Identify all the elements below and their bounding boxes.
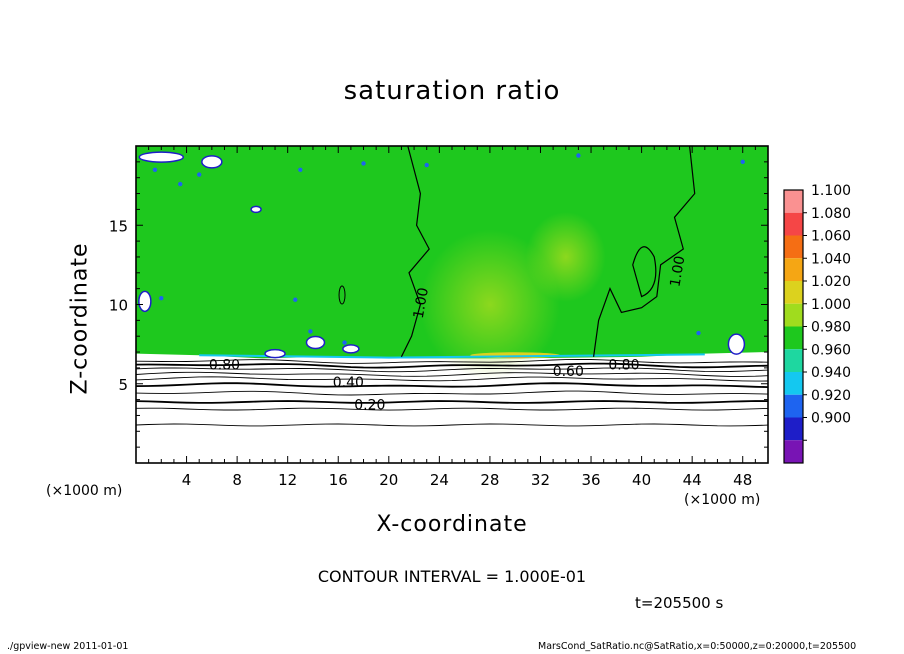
y-tick-label: 10 xyxy=(109,297,128,315)
x-tick-label: 24 xyxy=(430,471,449,489)
dry-pocket xyxy=(342,344,360,354)
colorbar-segment xyxy=(784,235,803,259)
colorbar-segment xyxy=(784,417,803,441)
x-tick-label: 12 xyxy=(278,471,297,489)
speckle xyxy=(293,297,298,302)
speckle xyxy=(159,295,164,301)
speckle xyxy=(740,159,745,165)
x-tick-label: 32 xyxy=(531,471,550,489)
colorbar-label: 0.940 xyxy=(811,365,851,381)
colorbar-label: 1.040 xyxy=(811,251,851,267)
x-tick-label: 8 xyxy=(232,471,242,489)
chart-title: saturation ratio xyxy=(343,76,561,106)
speckle xyxy=(424,162,429,168)
dry-pocket xyxy=(201,155,223,169)
colorbar-label: 0.980 xyxy=(811,320,851,336)
colorbar-label: 1.020 xyxy=(811,274,851,290)
contour-line xyxy=(136,371,768,377)
speckle xyxy=(178,181,183,187)
contour-1-00 xyxy=(338,285,346,305)
contour-line xyxy=(136,400,768,404)
contour-label: 0.60 xyxy=(553,364,584,380)
x-tick-label: 48 xyxy=(733,471,752,489)
colorbar-segment xyxy=(784,349,803,372)
colorbar-segment xyxy=(784,190,803,213)
contour-line xyxy=(136,376,768,382)
speckle xyxy=(576,153,581,158)
dry-pocket xyxy=(138,151,185,163)
colorbar-segment xyxy=(784,394,803,418)
colorbar-label: 1.060 xyxy=(811,229,851,245)
contour-label: 1.00 xyxy=(667,255,688,288)
colorbar-segment xyxy=(784,440,803,463)
x-unit-left: (×1000 m) xyxy=(46,483,123,499)
colorbar-label: 1.100 xyxy=(811,183,851,199)
colorbar-segment xyxy=(784,258,803,281)
speckle xyxy=(308,329,313,334)
contour-line xyxy=(136,390,768,396)
colorbar-label: 1.080 xyxy=(811,206,851,222)
contour-1-00 xyxy=(632,246,657,298)
colorbar-label: 0.900 xyxy=(811,411,851,427)
contour-1-00 xyxy=(400,146,430,358)
time-label: t=205500 s xyxy=(635,594,724,612)
contour-label: 0.20 xyxy=(354,397,385,413)
x-tick-label: 40 xyxy=(632,471,651,489)
footer-right: MarsCond_SatRatio.nc@SatRatio,x=0:50000,… xyxy=(538,641,857,652)
contour-interval: CONTOUR INTERVAL = 1.000E-01 xyxy=(317,567,587,586)
footer-left: ./gpview-new 2011-01-01 xyxy=(7,641,129,652)
x-tick-label: 20 xyxy=(379,471,398,489)
contour-line xyxy=(136,407,768,411)
speckle xyxy=(361,161,366,166)
colorbar-label: 1.000 xyxy=(811,297,851,313)
speckle xyxy=(696,330,701,336)
contour-label: 0.80 xyxy=(608,358,639,374)
x-tick-label: 36 xyxy=(581,471,600,489)
contour-line xyxy=(136,362,768,369)
contour-1-00 xyxy=(593,146,696,357)
dry-pocket xyxy=(264,348,286,359)
contour-label: 0.80 xyxy=(209,358,240,374)
speckle xyxy=(342,340,347,345)
x-axis-label: X-coordinate xyxy=(376,512,528,537)
colorbar-segment xyxy=(784,212,803,236)
cloud-base-edge xyxy=(199,353,705,359)
y-tick-label: 5 xyxy=(118,376,128,394)
dry-pocket xyxy=(250,205,262,214)
colorbar-label: 0.920 xyxy=(811,388,851,404)
x-tick-label: 44 xyxy=(683,471,702,489)
contour-line xyxy=(136,423,768,427)
x-tick-label: 28 xyxy=(480,471,499,489)
speckle xyxy=(197,172,202,177)
y-tick-label: 15 xyxy=(109,217,128,235)
contour-label: 0.40 xyxy=(333,375,364,391)
dry-pocket xyxy=(138,290,152,313)
contour-line xyxy=(136,382,768,388)
speckle xyxy=(298,167,303,172)
contour-line xyxy=(136,358,768,364)
supersaturated-patch xyxy=(419,229,560,380)
colorbar-segment xyxy=(784,326,803,350)
x-unit-right: (×1000 m) xyxy=(684,492,761,508)
contour-line xyxy=(136,367,768,373)
dry-pocket xyxy=(727,333,746,355)
colorbar-segment xyxy=(784,281,803,304)
supersaturated-patch xyxy=(525,211,606,302)
x-tick-label: 4 xyxy=(182,471,192,489)
colorbar-segment xyxy=(784,372,803,395)
colorbar-label: 0.960 xyxy=(811,342,851,358)
contour-label: 1.00 xyxy=(411,286,432,319)
dry-pocket xyxy=(305,335,326,350)
colorbar-segment xyxy=(784,303,803,327)
x-tick-label: 16 xyxy=(329,471,348,489)
speckle xyxy=(152,167,158,172)
